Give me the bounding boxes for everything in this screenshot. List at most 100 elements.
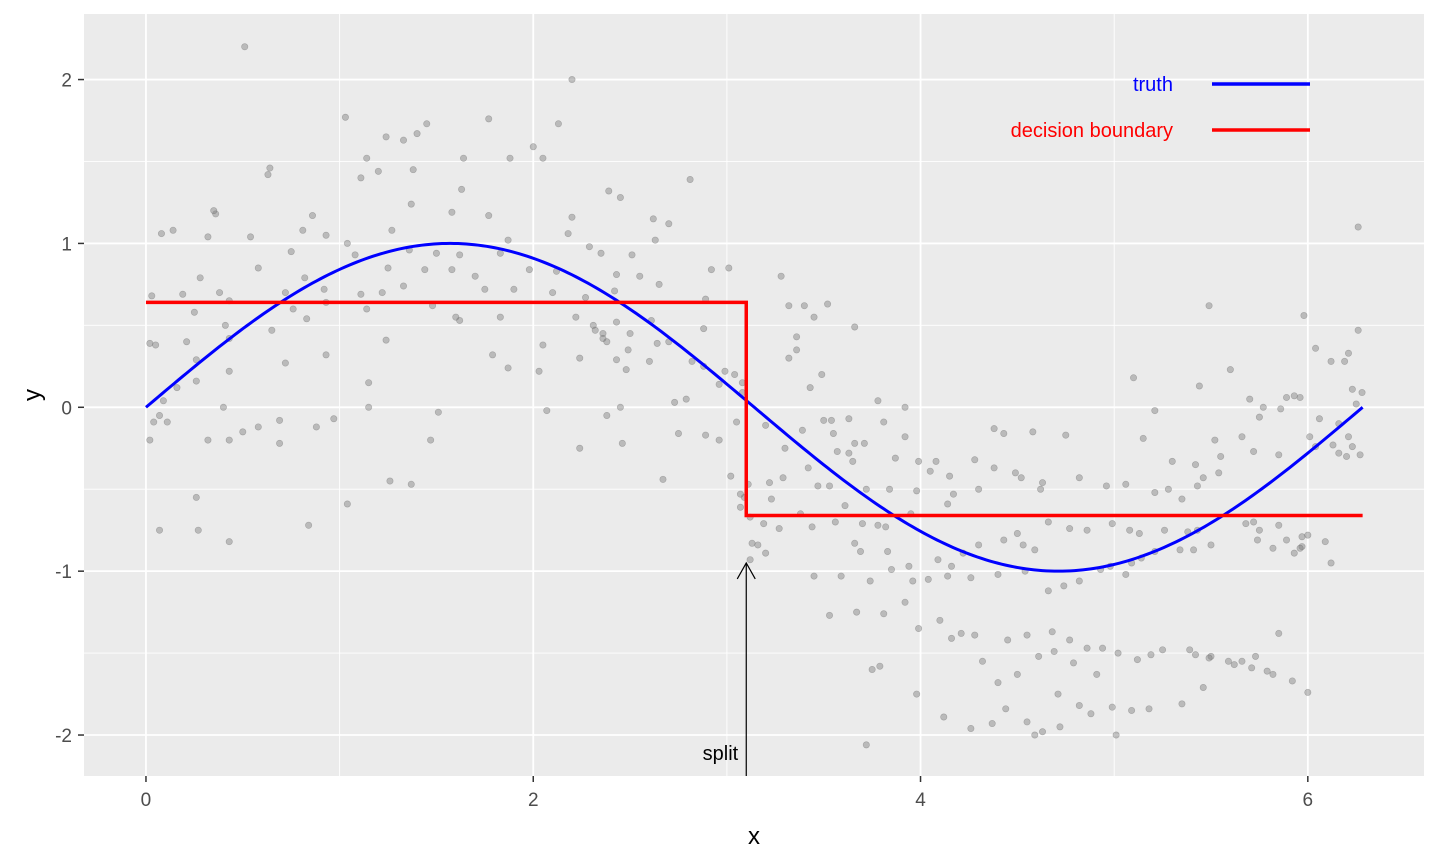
data-point (793, 346, 801, 354)
data-point (636, 272, 644, 280)
data-point (374, 167, 382, 175)
data-point (686, 176, 694, 184)
data-point (384, 264, 392, 272)
decision-boundary-line (145, 300, 1363, 518)
data-point (1250, 518, 1258, 526)
data-point (826, 482, 834, 490)
data-point (1031, 731, 1039, 739)
data-point (320, 285, 328, 293)
data-point (948, 562, 956, 570)
data-point (156, 526, 164, 534)
y-tick-label: -1 (55, 562, 72, 583)
data-point (814, 482, 822, 490)
data-point (880, 418, 888, 426)
split-arrow-head (736, 561, 756, 580)
data-point (264, 171, 272, 179)
data-point (808, 523, 816, 531)
data-point (219, 403, 227, 411)
data-point (173, 384, 181, 392)
data-point (994, 679, 1002, 687)
data-point (539, 341, 547, 349)
data-point (988, 720, 996, 728)
data-point (1327, 357, 1335, 365)
data-point (1275, 521, 1283, 529)
data-point (156, 411, 164, 419)
data-point (1114, 649, 1122, 657)
data-point (471, 272, 479, 280)
data-point (196, 274, 204, 282)
data-point (913, 690, 921, 698)
data-point (626, 330, 634, 338)
y-axis: -2 -1 0 1 2 (55, 71, 84, 747)
data-point (510, 285, 518, 293)
data-point (363, 305, 371, 313)
data-point (866, 577, 874, 585)
data-point (407, 480, 415, 488)
data-point (775, 525, 783, 533)
data-point (810, 572, 818, 580)
data-point (1246, 395, 1254, 403)
split-label: split (703, 743, 739, 765)
data-point (388, 226, 396, 234)
data-point (1004, 636, 1012, 644)
data-point (266, 164, 274, 172)
data-point (1341, 357, 1349, 365)
data-point (1102, 482, 1110, 490)
data-point (365, 379, 373, 387)
legend-label: decision boundary (1011, 120, 1173, 142)
data-point (1122, 570, 1130, 578)
data-point (1178, 495, 1186, 503)
data-point (1306, 433, 1314, 441)
data-point (820, 416, 828, 424)
data-point (194, 526, 202, 534)
x-tick-label: 4 (915, 790, 926, 811)
x-axis: 0 2 4 6 (141, 776, 1313, 811)
data-point (862, 485, 870, 493)
data-point (754, 541, 762, 549)
data-point (357, 174, 365, 182)
data-point (940, 713, 948, 721)
data-point (882, 523, 890, 531)
data-point (1207, 652, 1215, 660)
data-point (727, 472, 735, 480)
data-point (887, 566, 895, 574)
data-point (423, 120, 431, 128)
data-point (613, 318, 621, 326)
y-tick-label: -2 (55, 726, 72, 747)
data-point (591, 326, 599, 334)
data-point (1029, 428, 1037, 436)
data-point (798, 426, 806, 434)
data-point (1215, 469, 1223, 477)
data-point (460, 154, 468, 162)
data-point (1224, 657, 1232, 665)
data-point (481, 285, 489, 293)
data-point (886, 485, 894, 493)
data-point (432, 249, 440, 257)
data-point (254, 264, 262, 272)
data-point (926, 467, 934, 475)
data-point (948, 634, 956, 642)
data-point (216, 289, 224, 297)
data-point (845, 449, 853, 457)
data-point (1321, 538, 1329, 546)
data-point (190, 308, 198, 316)
data-point (603, 411, 611, 419)
data-point (1304, 688, 1312, 696)
data-point (192, 356, 200, 364)
data-point (225, 436, 233, 444)
data-point (1108, 703, 1116, 711)
data-point (1139, 434, 1147, 442)
data-point (1145, 705, 1153, 713)
data-point (624, 346, 632, 354)
data-point (891, 454, 899, 462)
data-point (504, 236, 512, 244)
data-point (611, 287, 619, 295)
data-point (1037, 485, 1045, 493)
data-point (163, 418, 171, 426)
data-point (616, 194, 624, 202)
data-point (827, 416, 835, 424)
data-point (876, 662, 884, 670)
data-point (1186, 646, 1194, 654)
data-point (1023, 631, 1031, 639)
data-point (653, 339, 661, 347)
